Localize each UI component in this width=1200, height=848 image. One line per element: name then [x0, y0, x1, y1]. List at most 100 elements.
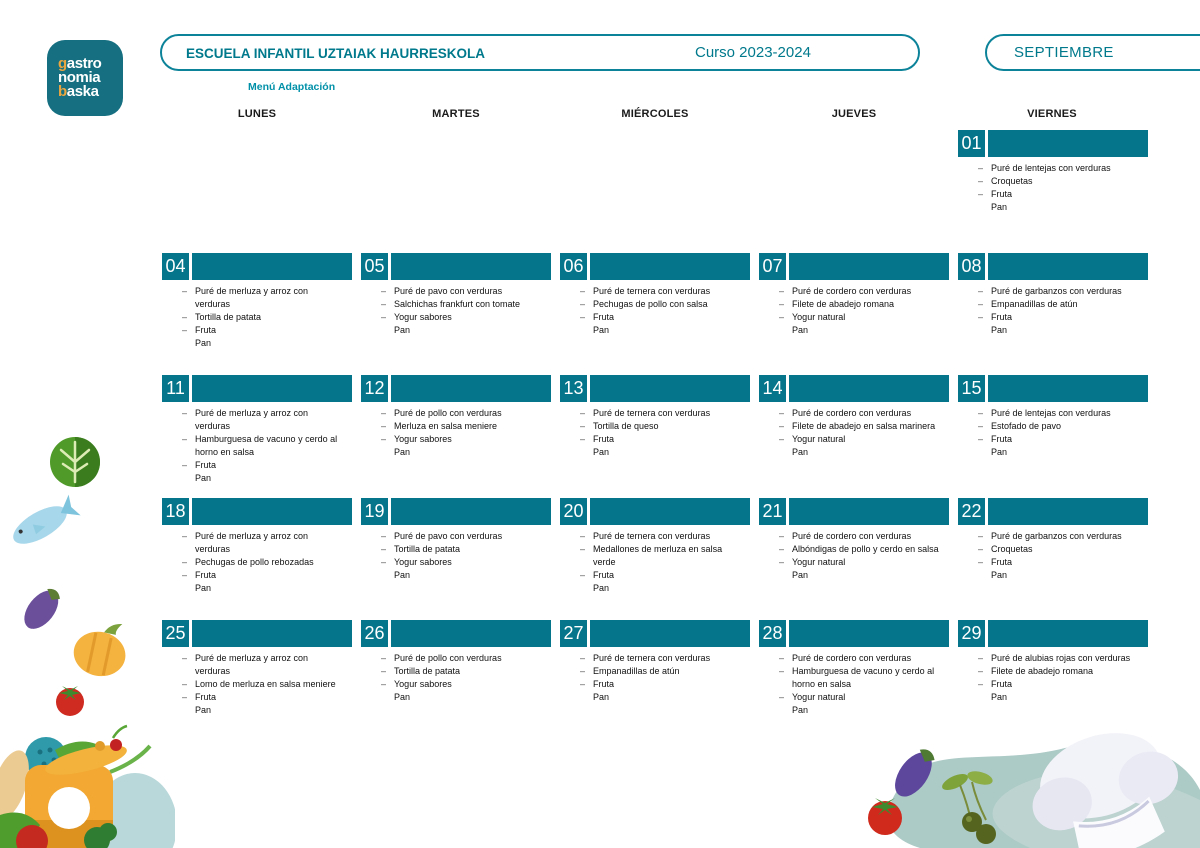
day-number: 15	[958, 375, 985, 402]
menu-item-text: Croquetas	[991, 544, 1033, 554]
dash-bullet: –	[779, 666, 785, 676]
logo-line2: nomia	[58, 69, 101, 86]
dash-bullet: –	[779, 434, 785, 444]
dash-bullet: –	[381, 557, 387, 567]
menu-item: – Puré de cordero con verduras	[779, 407, 945, 420]
menu-item: – Fruta	[978, 678, 1144, 691]
dash-bullet: –	[182, 434, 188, 444]
menu-item-text: Puré de pollo con verduras	[394, 653, 502, 663]
menu-item: – Tortilla de patata	[381, 543, 547, 556]
menu-item: – Fruta	[580, 569, 746, 582]
logo-line3: aska	[66, 83, 99, 100]
day-header: 19	[361, 498, 551, 525]
dash-bullet: –	[381, 434, 387, 444]
menu-item: – Puré de pavo con verduras	[381, 530, 547, 543]
menu-item-text: Tortilla de patata	[394, 544, 461, 554]
menu-list: – Puré de cordero con verduras – Filete de …	[759, 285, 949, 337]
day-cell: 19 – Puré de pavo con verduras – Tortilla d…	[361, 498, 551, 582]
menu-item-text: Puré de pollo con verduras	[394, 408, 502, 418]
eggplant-icon	[895, 749, 935, 797]
gastronomia-baska-logo: gastro nomia baska	[47, 40, 123, 116]
dash-bullet: –	[978, 299, 984, 309]
weekday-viernes: VIERNES	[1027, 108, 1077, 120]
menu-item-text: Pan	[195, 583, 212, 593]
dash-bullet: –	[580, 531, 586, 541]
dash-bullet: –	[580, 312, 586, 322]
chef-hat-icon	[1032, 733, 1179, 848]
menu-item-text: Yogur natural	[792, 692, 846, 702]
day-header-bar	[391, 620, 551, 647]
dash-bullet: –	[182, 653, 188, 663]
olives-icon	[942, 771, 996, 844]
dash-bullet: –	[182, 570, 188, 580]
dash-bullet	[779, 446, 792, 459]
menu-item: Pan	[978, 569, 1144, 582]
menu-item: – Puré de ternera con verduras	[580, 652, 746, 665]
menu-item-text: Puré de pavo con verduras	[394, 531, 503, 541]
day-header-bar	[192, 253, 352, 280]
dash-bullet: –	[182, 312, 188, 322]
day-header: 20	[560, 498, 750, 525]
dash-bullet: –	[779, 557, 785, 567]
dash-bullet: –	[779, 653, 785, 663]
menu-item: Pan	[182, 704, 348, 717]
dash-bullet	[182, 472, 195, 485]
menu-item-text: Puré de pavo con verduras	[394, 286, 503, 296]
day-number: 01	[958, 130, 985, 157]
menu-item-text: Hamburguesa de vacuno y cerdo al horno e…	[792, 666, 935, 689]
day-number: 13	[560, 375, 587, 402]
dash-bullet: –	[978, 312, 984, 322]
menu-item: – Croquetas	[978, 543, 1144, 556]
day-cell: 07 – Puré de cordero con verduras – Filete …	[759, 253, 949, 337]
menu-item-text: Yogur sabores	[394, 679, 452, 689]
menu-item-text: Albóndigas de pollo y cerdo en salsa	[792, 544, 939, 554]
tomato-icon	[868, 798, 902, 835]
day-header: 21	[759, 498, 949, 525]
menu-item-text: Puré de cordero con verduras	[792, 408, 912, 418]
dash-bullet	[978, 201, 991, 214]
menu-list: – Puré de pollo con verduras – Merluza en s…	[361, 407, 551, 459]
dash-bullet: –	[779, 286, 785, 296]
menu-item-text: Filete de abadejo romana	[792, 299, 895, 309]
menu-item-text: Puré de garbanzos con verduras	[991, 286, 1122, 296]
cabbage-icon	[50, 437, 100, 487]
menu-item-text: Puré de ternera con verduras	[593, 531, 711, 541]
eggplant-icon	[24, 588, 60, 629]
day-header: 18	[162, 498, 352, 525]
day-cell: 01 – Puré de lentejas con verduras – Croque…	[958, 130, 1148, 214]
day-header-bar	[988, 130, 1148, 157]
menu-item: – Hamburguesa de vacuno y cerdo al horno …	[779, 665, 945, 691]
menu-item: Pan	[182, 337, 348, 350]
day-header: 28	[759, 620, 949, 647]
day-number: 14	[759, 375, 786, 402]
menu-item-text: Pan	[394, 325, 411, 335]
logo-line1: astro	[66, 55, 102, 72]
day-cell: 13 – Puré de ternera con verduras – Tortill…	[560, 375, 750, 459]
menu-item-text: Puré de merluza y arroz con verduras	[195, 286, 309, 309]
dash-bullet: –	[978, 544, 984, 554]
menu-list: – Puré de merluza y arroz con verduras – Ha…	[162, 407, 352, 485]
menu-item-text: Fruta	[991, 557, 1013, 567]
menu-item: – Tortilla de patata	[381, 665, 547, 678]
menu-list: – Puré de ternera con verduras – Pechugas d…	[560, 285, 750, 337]
dash-bullet	[978, 446, 991, 459]
menu-item: – Puré de ternera con verduras	[580, 407, 746, 420]
day-number: 11	[162, 375, 189, 402]
menu-item-text: Fruta	[593, 570, 615, 580]
day-header-bar	[988, 253, 1148, 280]
menu-list: – Puré de garbanzos con verduras – Croqueta…	[958, 530, 1148, 582]
dash-bullet: –	[580, 408, 586, 418]
tomato-icon	[56, 686, 84, 716]
dash-bullet: –	[182, 286, 188, 296]
menu-item: Pan	[381, 569, 547, 582]
day-header: 14	[759, 375, 949, 402]
dash-bullet: –	[580, 299, 586, 309]
logo-line3-accent: b	[58, 83, 67, 100]
menu-item: – Puré de pollo con verduras	[381, 407, 547, 420]
menu-item-text: Fruta	[991, 189, 1013, 199]
menu-item-text: Pan	[792, 570, 809, 580]
menu-item-text: Puré de merluza y arroz con verduras	[195, 531, 309, 554]
menu-item-text: Filete de abadejo romana	[991, 666, 1094, 676]
menu-list: – Puré de merluza y arroz con verduras – Lo…	[162, 652, 352, 717]
dash-bullet: –	[779, 312, 785, 322]
